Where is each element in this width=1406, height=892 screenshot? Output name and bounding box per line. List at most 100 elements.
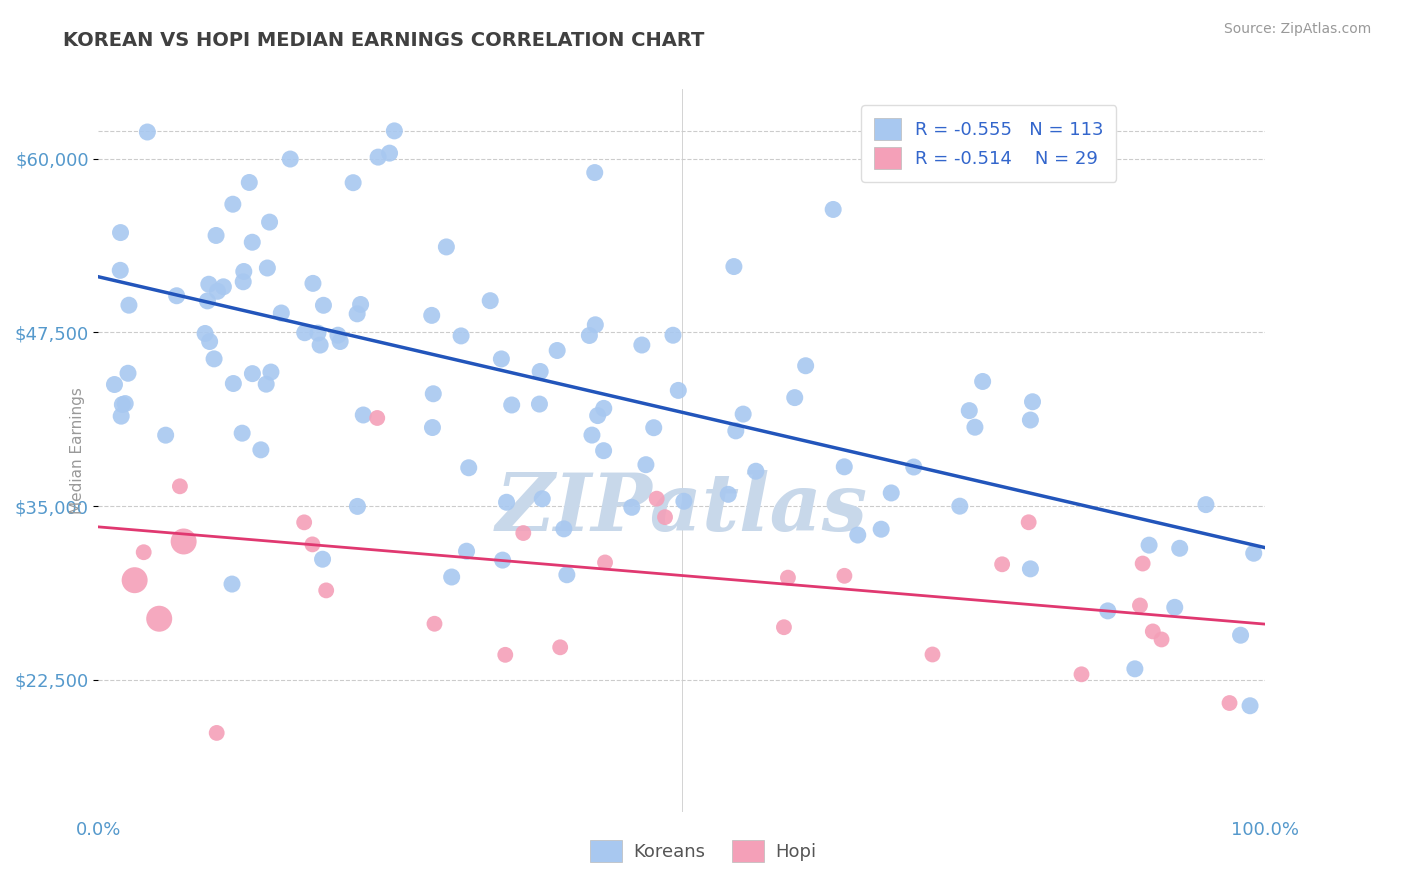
Point: [745, 464, 768, 478]
Point: [132, 545, 155, 559]
Point: [870, 522, 893, 536]
Point: [581, 428, 603, 442]
Point: [378, 146, 401, 161]
Point: [586, 409, 609, 423]
Point: [212, 280, 235, 294]
Point: [169, 479, 191, 493]
Point: [495, 495, 517, 509]
Point: [278, 152, 301, 166]
Point: [1195, 498, 1218, 512]
Point: [367, 150, 389, 164]
Point: [221, 577, 243, 591]
Point: [222, 376, 245, 391]
Point: [1021, 394, 1043, 409]
Point: [315, 583, 337, 598]
Point: [949, 499, 972, 513]
Point: [342, 176, 364, 190]
Point: [114, 396, 136, 410]
Point: [111, 398, 134, 412]
Point: [491, 351, 513, 366]
Point: [173, 534, 195, 549]
Point: [1164, 600, 1187, 615]
Point: [494, 648, 516, 662]
Point: [124, 573, 146, 587]
Point: [724, 424, 747, 438]
Point: [103, 377, 125, 392]
Point: [991, 558, 1014, 572]
Point: [773, 620, 796, 634]
Text: Source: ZipAtlas.com: Source: ZipAtlas.com: [1223, 22, 1371, 37]
Point: [197, 293, 219, 308]
Point: [1137, 538, 1160, 552]
Point: [645, 491, 668, 506]
Point: [148, 612, 170, 626]
Point: [1243, 546, 1265, 560]
Point: [202, 351, 225, 366]
Point: [222, 197, 245, 211]
Point: [654, 510, 676, 524]
Point: [1123, 662, 1146, 676]
Legend: Koreans, Hopi: Koreans, Hopi: [582, 833, 824, 870]
Point: [529, 364, 551, 378]
Point: [366, 411, 388, 425]
Point: [207, 285, 229, 299]
Point: [312, 298, 335, 312]
Point: [634, 458, 657, 472]
Point: [307, 326, 329, 340]
Point: [776, 571, 799, 585]
Point: [592, 401, 614, 416]
Point: [352, 408, 374, 422]
Point: [717, 487, 740, 501]
Point: [198, 334, 221, 349]
Point: [346, 307, 368, 321]
Point: [921, 648, 943, 662]
Point: [155, 428, 177, 442]
Point: [555, 567, 578, 582]
Point: [1129, 599, 1152, 613]
Point: [963, 420, 986, 434]
Y-axis label: Median Earnings: Median Earnings: [69, 387, 84, 514]
Point: [1239, 698, 1261, 713]
Point: [194, 326, 217, 341]
Point: [553, 522, 575, 536]
Point: [1097, 604, 1119, 618]
Point: [250, 442, 273, 457]
Point: [205, 228, 228, 243]
Point: [294, 326, 316, 340]
Point: [529, 397, 551, 411]
Point: [794, 359, 817, 373]
Point: [440, 570, 463, 584]
Point: [733, 407, 755, 421]
Point: [1168, 541, 1191, 556]
Point: [832, 459, 855, 474]
Point: [823, 202, 845, 217]
Point: [260, 365, 283, 379]
Point: [643, 421, 665, 435]
Point: [903, 460, 925, 475]
Point: [1070, 667, 1092, 681]
Point: [972, 375, 994, 389]
Point: [592, 443, 614, 458]
Point: [117, 366, 139, 380]
Text: ZIPatlas: ZIPatlas: [496, 469, 868, 547]
Point: [309, 338, 332, 352]
Point: [583, 165, 606, 179]
Point: [450, 329, 472, 343]
Legend: R = -0.555   N = 113, R = -0.514    N = 29: R = -0.555 N = 113, R = -0.514 N = 29: [860, 105, 1116, 182]
Point: [205, 726, 228, 740]
Point: [1142, 624, 1164, 639]
Point: [1018, 516, 1040, 530]
Point: [834, 569, 856, 583]
Point: [382, 124, 405, 138]
Point: [548, 640, 571, 655]
Point: [198, 277, 221, 292]
Point: [457, 460, 479, 475]
Point: [110, 263, 132, 277]
Point: [783, 391, 806, 405]
Point: [259, 215, 281, 229]
Point: [329, 334, 352, 349]
Point: [1150, 632, 1173, 647]
Text: KOREAN VS HOPI MEDIAN EARNINGS CORRELATION CHART: KOREAN VS HOPI MEDIAN EARNINGS CORRELATI…: [63, 31, 704, 50]
Point: [846, 528, 869, 542]
Point: [512, 526, 534, 541]
